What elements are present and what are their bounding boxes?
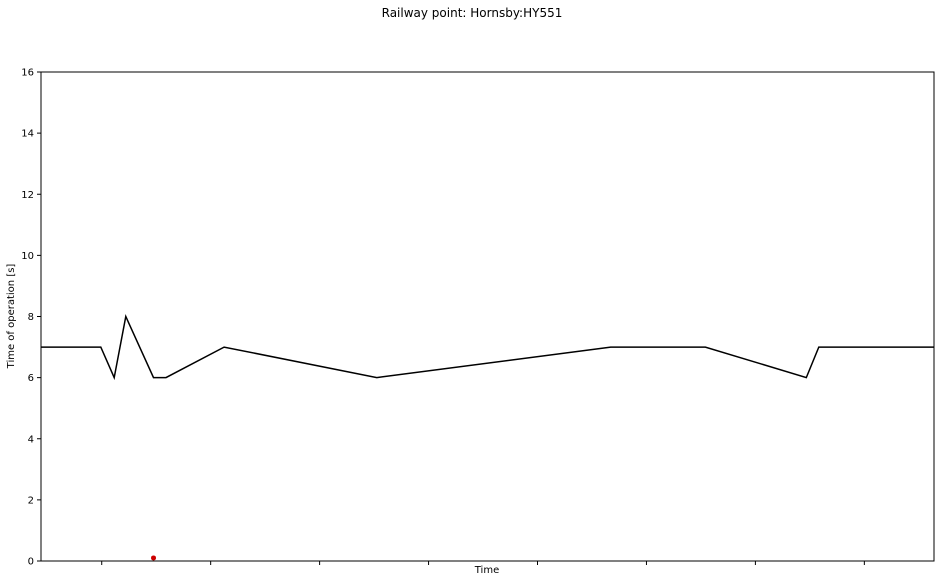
y-tick-label: 6: [28, 373, 34, 384]
y-tick-label: 14: [21, 129, 34, 140]
series-line-0: [41, 314, 934, 381]
y-tick-label: 4: [28, 434, 34, 445]
series-layer: [41, 314, 934, 381]
marker-layer: [151, 555, 157, 561]
y-tick-label: 16: [21, 68, 34, 79]
y-tick-label: 2: [28, 495, 34, 506]
x-axis: [101, 561, 865, 565]
y-tick-label: 10: [21, 251, 34, 262]
y-axis: 0 2 4 6 8 10 12 14 16: [21, 68, 41, 568]
y-tick-label: 8: [28, 312, 34, 323]
plot-area: [40, 71, 935, 562]
y-tick-label: 12: [21, 190, 34, 201]
data-point-marker: [151, 555, 157, 561]
x-axis-label: Time: [474, 565, 499, 576]
y-axis-label: Time of operation [s]: [6, 264, 17, 370]
y-tick-label: 0: [28, 557, 34, 568]
plot-frame: [40, 71, 935, 562]
chart-title: Railway point: Hornsby:HY551: [382, 6, 563, 20]
